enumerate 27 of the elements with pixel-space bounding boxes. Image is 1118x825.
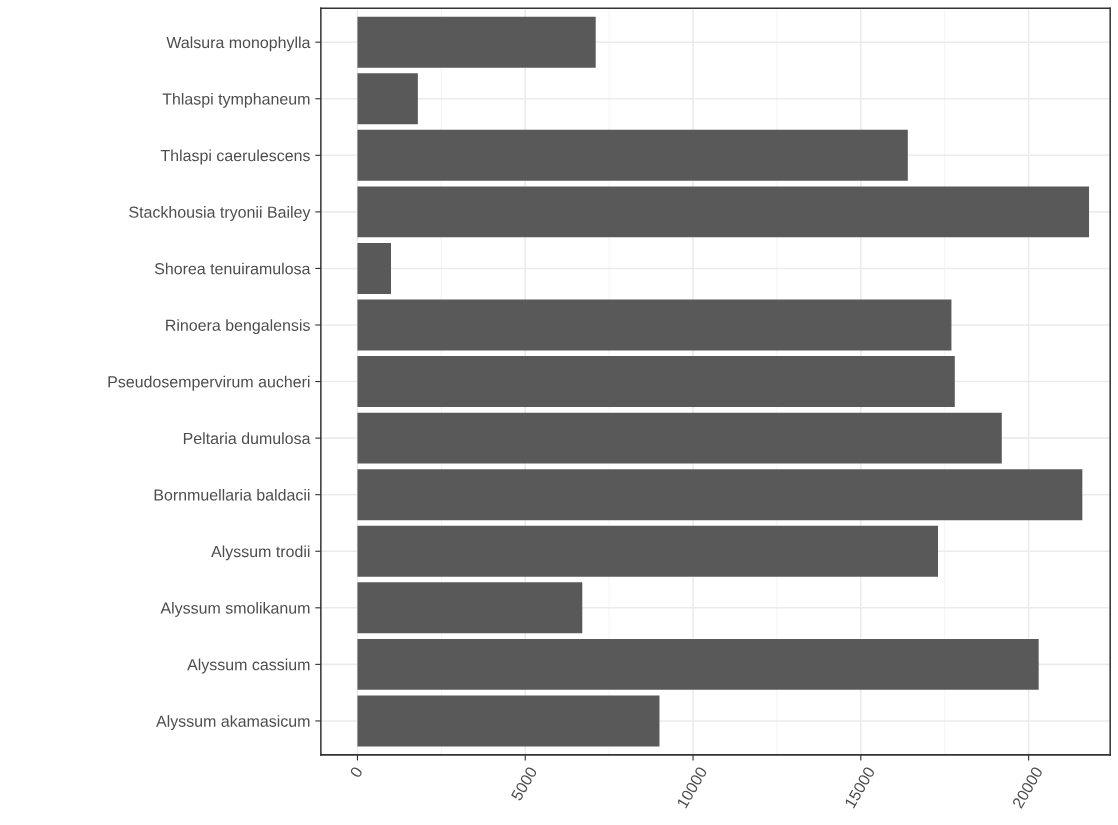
y-tick-label: Walsura monophylla [166, 36, 311, 52]
bar [357, 525, 939, 577]
y-tick-label: Thlaspi caerulescens [160, 149, 310, 165]
bar [357, 299, 952, 351]
y-tick-label: Stackhousia tryonii Bailey [129, 206, 311, 221]
y-tick-label: Rinoera bengalensis [166, 319, 310, 335]
bar [357, 412, 1002, 464]
y-tick-label: Thlaspi tymphaneum [162, 92, 310, 108]
bar [357, 242, 391, 294]
y-tick-label: Alyssum cassium [187, 658, 310, 674]
y-tick-label: Shorea tenuiramulosa [154, 262, 311, 275]
bar [357, 16, 596, 68]
bar [357, 73, 418, 125]
y-tick-label: Peltaria dumulosa [183, 432, 311, 445]
y-tick-label: Alyssum smolikanum [160, 602, 310, 617]
bar [357, 582, 583, 634]
x-tick-label: 0 [349, 766, 364, 779]
y-tick-label: Alyssum akamasicum [156, 715, 310, 731]
bar [357, 638, 1039, 690]
bar [357, 356, 955, 408]
bar [357, 186, 1090, 238]
y-tick-label: Pseudosempervirum aucheri [108, 375, 310, 391]
y-tick-label: Alyssum trodii [211, 545, 310, 561]
y-tick-label: Bornmuellaria baldacii [154, 488, 310, 501]
bar [357, 469, 1083, 521]
bar [357, 129, 908, 181]
bar [357, 695, 660, 747]
